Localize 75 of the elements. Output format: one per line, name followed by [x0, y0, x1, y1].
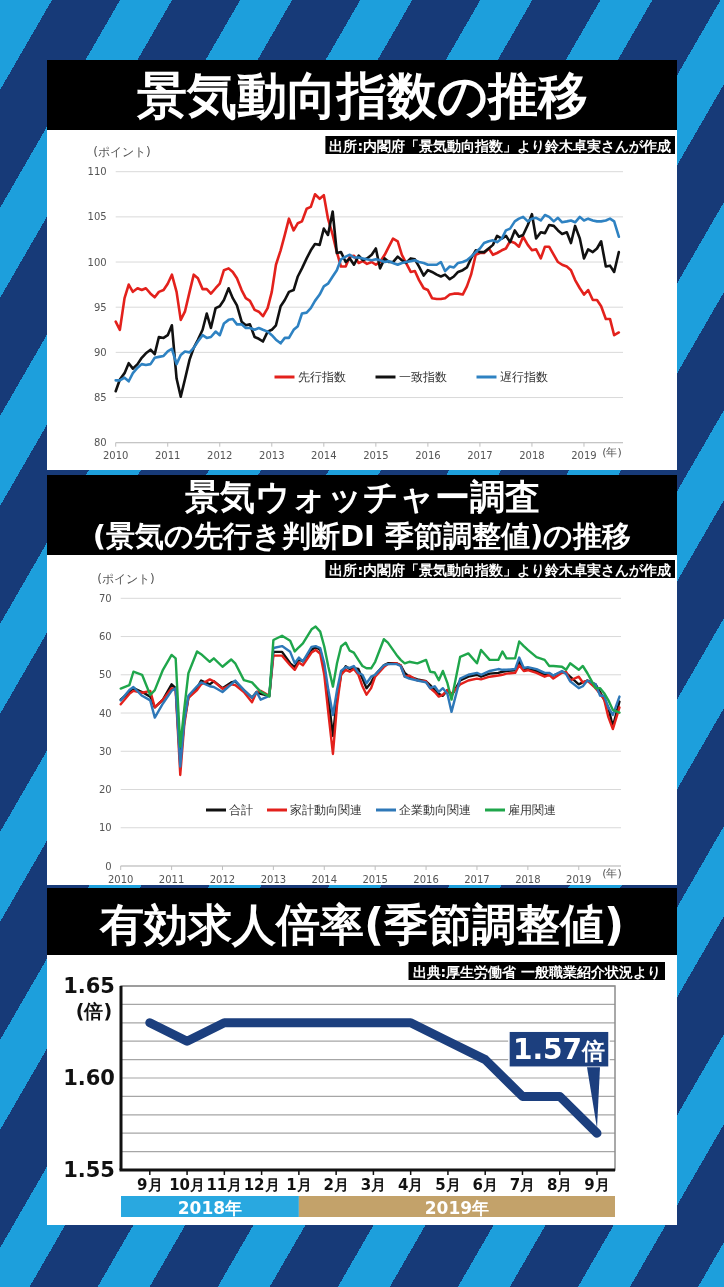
- x-axis-title: (年): [602, 866, 622, 880]
- x-tick-label: 2012: [209, 873, 236, 885]
- x-tick-label: 2012: [207, 450, 233, 462]
- x-tick-label: 2013: [260, 873, 287, 885]
- y-axis-title: (倍): [75, 1000, 113, 1022]
- legend-label: 合計: [229, 803, 253, 817]
- text: 出所:内閣府「景気動向指数」より鈴木卓実さんが作成: [329, 561, 671, 578]
- y-axis-title: (ポイント): [97, 572, 155, 586]
- x-tick-label: 2019: [571, 450, 597, 462]
- legend-label: 雇用関連: [508, 803, 556, 817]
- chart-title: 景気ウォッチャー調査: [183, 477, 540, 517]
- y-tick-label: 1.65: [63, 974, 115, 998]
- legend-label: 先行指数: [297, 370, 346, 384]
- x-tick-label: 2015: [362, 873, 388, 885]
- x-tick-label: 2013: [259, 450, 285, 462]
- x-tick-label: 2015: [363, 450, 389, 462]
- x-tick-label: 2018: [515, 873, 541, 885]
- x-tick-label: 6月: [472, 1176, 498, 1194]
- y-tick-label: 1.60: [63, 1066, 115, 1090]
- x-tick-label: 2019: [566, 873, 592, 885]
- line-series: [119, 625, 621, 748]
- x-tick-label: 2016: [413, 873, 439, 885]
- chart-title: 有効求人倍率(季節調整値): [98, 899, 625, 950]
- x-tick-label: 1月: [286, 1176, 312, 1194]
- x-tick-label: 3月: [360, 1176, 387, 1194]
- x-tick-label: 2010: [102, 450, 129, 462]
- y-tick-label: 100: [87, 256, 107, 268]
- line-series: [114, 192, 621, 337]
- text: 2019年: [424, 1197, 490, 1218]
- x-tick-label: 2016: [415, 450, 441, 462]
- legend-label: 企業動向関連: [399, 803, 471, 817]
- y-tick-label: 1.55: [63, 1158, 115, 1182]
- y-tick-label: 70: [98, 592, 112, 604]
- chart-subtitle: (景気の先行き判断DI 季節調整値)の推移: [92, 519, 632, 553]
- legend-label: 遅行指数: [499, 370, 548, 384]
- y-tick-label: 95: [93, 301, 107, 313]
- x-tick-label: 9月: [137, 1176, 163, 1194]
- x-tick-label: 12月: [243, 1176, 280, 1194]
- x-tick-label: 2014: [311, 450, 337, 462]
- x-tick-label: 7月: [509, 1176, 536, 1194]
- x-tick-label: 2017: [464, 873, 490, 885]
- x-tick-label: 10月: [169, 1176, 206, 1194]
- x-tick-label: 2010: [107, 873, 134, 885]
- x-tick-label: 2017: [467, 450, 493, 462]
- y-tick-label: 80: [93, 437, 107, 449]
- y-tick-label: 105: [87, 211, 107, 223]
- x-axis-title: (年): [602, 445, 622, 459]
- text: 2018年: [177, 1197, 243, 1218]
- x-tick-label: 8月: [547, 1176, 573, 1194]
- y-tick-label: 40: [98, 707, 112, 719]
- x-tick-label: 2011: [158, 873, 185, 885]
- x-tick-label: 9月: [584, 1176, 610, 1194]
- y-tick-label: 30: [98, 745, 112, 757]
- x-tick-label: 2018: [519, 450, 545, 462]
- y-tick-label: 20: [98, 784, 112, 796]
- y-tick-label: 90: [93, 346, 107, 358]
- legend-label: 一致指数: [398, 370, 447, 384]
- x-tick-label: 5月: [435, 1176, 461, 1194]
- source-note: 出典:厚生労働省 一般職業紹介状況より: [412, 963, 661, 980]
- y-tick-label: 0: [105, 860, 112, 872]
- y-tick-label: 10: [98, 822, 112, 834]
- y-tick-label: 110: [87, 166, 107, 178]
- y-tick-label: 85: [93, 392, 107, 404]
- y-tick-label: 50: [98, 669, 112, 681]
- text: 出所:内閣府「景気動向指数」より鈴木卓実さんが作成: [329, 137, 671, 154]
- legend-label: 家計動向関連: [290, 803, 362, 817]
- y-axis-title: (ポイント): [93, 145, 151, 159]
- data-label: 1.57倍: [512, 1033, 606, 1067]
- x-tick-label: 2014: [311, 873, 338, 885]
- chart-title: 景気動向指数の推移: [135, 67, 588, 125]
- x-tick-label: 2月: [323, 1176, 349, 1194]
- x-tick-label: 4月: [397, 1176, 424, 1194]
- x-tick-label: 2011: [155, 450, 181, 462]
- x-tick-label: 11月: [206, 1176, 243, 1194]
- y-tick-label: 60: [98, 631, 112, 643]
